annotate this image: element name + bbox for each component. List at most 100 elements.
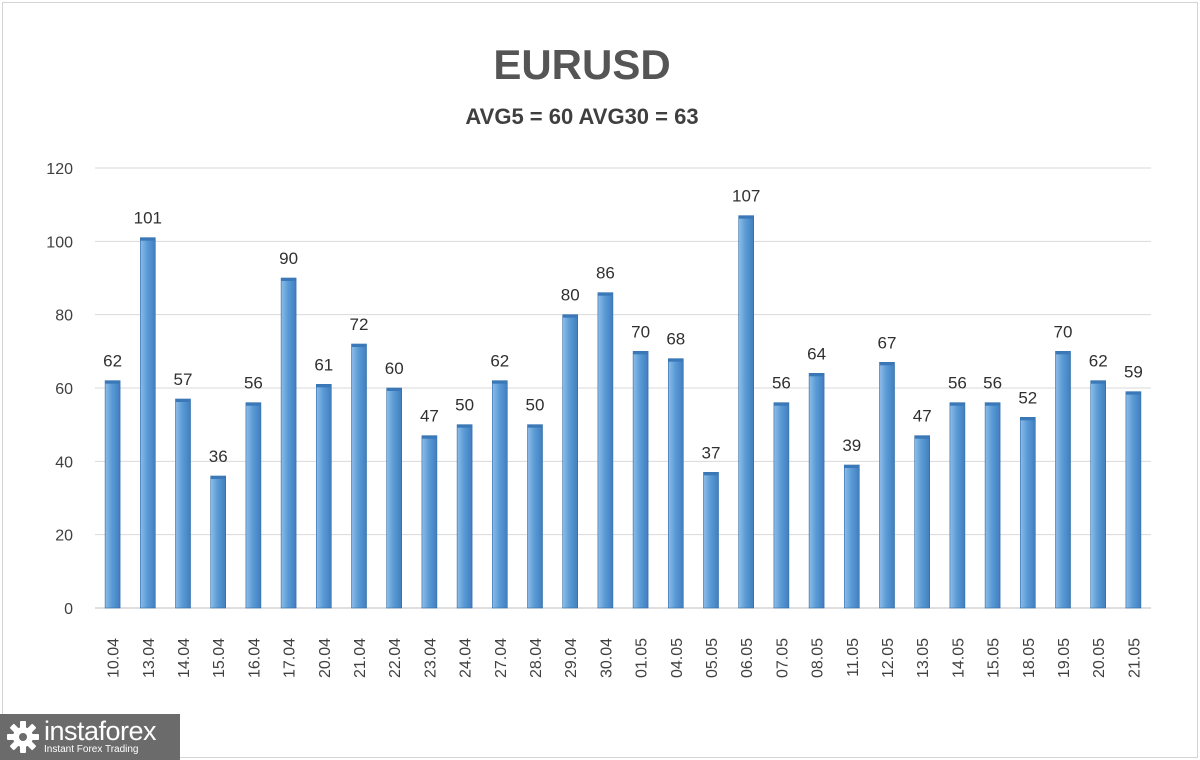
data-label: 56 — [948, 374, 967, 393]
data-label: 64 — [807, 344, 826, 363]
y-tick-label: 0 — [64, 601, 73, 618]
x-tick-label: 17.04 — [282, 638, 299, 678]
x-tick-label: 28.04 — [528, 638, 545, 678]
bar-top — [773, 402, 789, 406]
x-tick-label: 19.05 — [1056, 638, 1073, 678]
x-axis: 10.04 13.04 14.04 15.04 16.04 17.04 20.04 21.04… — [106, 638, 1144, 678]
x-tick-label: 12.05 — [880, 638, 897, 678]
x-tick-label: 27.04 — [493, 638, 510, 678]
x-tick-label: 20.04 — [317, 638, 334, 678]
logo-tagline: Instant Forex Trading — [44, 744, 139, 755]
bar-top — [281, 278, 297, 281]
bar-top — [597, 292, 613, 296]
chart-title: EURUSD — [493, 41, 670, 88]
data-label: 39 — [842, 436, 861, 455]
x-tick-label: 08.05 — [810, 638, 827, 678]
bar — [456, 424, 473, 609]
bar-top — [914, 435, 930, 439]
y-tick-label: 100 — [46, 234, 73, 251]
bar — [315, 384, 332, 609]
bar — [1125, 391, 1142, 609]
x-tick-label: 01.05 — [634, 638, 651, 678]
x-tick-label: 23.04 — [422, 638, 439, 678]
x-tick-label: 13.05 — [915, 638, 932, 678]
x-tick-label: 14.05 — [950, 638, 967, 678]
x-tick-label: 22.04 — [387, 638, 404, 678]
x-tick-label: 07.05 — [774, 638, 791, 678]
data-label: 47 — [913, 407, 932, 426]
x-tick-label: 10.04 — [106, 638, 123, 678]
bar — [527, 424, 543, 609]
bar — [421, 435, 438, 609]
bar-top — [703, 472, 719, 476]
y-axis: 0 20 40 60 80 100 120 — [46, 161, 73, 618]
bar-top — [985, 402, 1001, 406]
data-label: 70 — [631, 322, 650, 341]
bar — [1055, 351, 1071, 609]
bar — [140, 237, 156, 609]
bar-top — [668, 358, 684, 362]
data-labels: 62 101 57 36 56 90 61 72 60 47 50 62 50 80 86 70 68 37 107… — [103, 187, 1143, 466]
bars — [104, 215, 1142, 609]
x-tick-label: 16.04 — [246, 638, 263, 678]
chart-subtitle: AVG5 = 60 AVG30 = 63 — [465, 104, 698, 129]
x-tick-label: 18.05 — [1021, 638, 1038, 678]
data-label: 86 — [596, 264, 615, 283]
y-tick-label: 80 — [55, 308, 73, 325]
bar-top — [1020, 417, 1036, 421]
x-tick-label: 21.05 — [1126, 638, 1143, 678]
x-tick-label: 15.04 — [211, 638, 228, 678]
data-label: 57 — [174, 370, 193, 389]
bar-top — [844, 465, 860, 468]
bar-top — [245, 402, 261, 406]
data-label: 62 — [1089, 352, 1108, 371]
data-label: 36 — [209, 447, 228, 466]
data-label: 59 — [1124, 363, 1143, 382]
bar — [491, 380, 508, 609]
data-label: 60 — [385, 359, 404, 378]
bar — [597, 292, 614, 609]
bar-top — [492, 380, 508, 384]
bar — [949, 402, 966, 609]
bar — [632, 351, 649, 609]
bar-top — [421, 435, 437, 439]
data-label: 90 — [279, 249, 298, 268]
bar — [738, 215, 755, 609]
bar-top — [457, 424, 473, 428]
x-tick-label: 14.04 — [176, 638, 193, 678]
data-label: 62 — [490, 352, 509, 371]
bar — [984, 402, 1001, 609]
x-tick-label: 21.04 — [352, 638, 369, 678]
x-tick-label: 13.04 — [141, 638, 158, 678]
bar-top — [316, 384, 332, 388]
data-label: 101 — [134, 209, 162, 228]
bar-top — [949, 402, 965, 406]
x-tick-label: 04.05 — [669, 638, 686, 678]
data-label: 80 — [561, 286, 580, 305]
bar — [245, 402, 262, 609]
x-tick-label: 30.04 — [598, 638, 615, 678]
x-tick-label: 06.05 — [739, 638, 756, 678]
bar-top — [1055, 351, 1071, 355]
bar-top — [809, 373, 825, 377]
data-label: 37 — [702, 443, 721, 462]
bar — [104, 380, 121, 609]
bar — [351, 343, 367, 609]
bar-top — [140, 237, 156, 241]
bar — [1090, 380, 1106, 609]
bar — [843, 464, 860, 609]
x-tick-label: 24.04 — [458, 638, 475, 678]
y-tick-label: 120 — [46, 161, 73, 178]
bar — [879, 362, 895, 609]
x-tick-label: 29.04 — [563, 638, 580, 678]
instaforex-logo: instaforex Instant Forex Trading — [0, 714, 180, 760]
data-label: 107 — [732, 187, 760, 206]
bar-top — [738, 215, 754, 219]
data-label: 56 — [772, 374, 791, 393]
bar-top — [105, 380, 121, 384]
bar-chart: EURUSD AVG5 = 60 AVG30 = 63 0 20 40 60 80 100… — [46, 41, 1151, 678]
bar-top — [386, 388, 402, 391]
bar — [703, 472, 719, 609]
bar-top — [1125, 391, 1141, 395]
bar — [1019, 417, 1036, 609]
